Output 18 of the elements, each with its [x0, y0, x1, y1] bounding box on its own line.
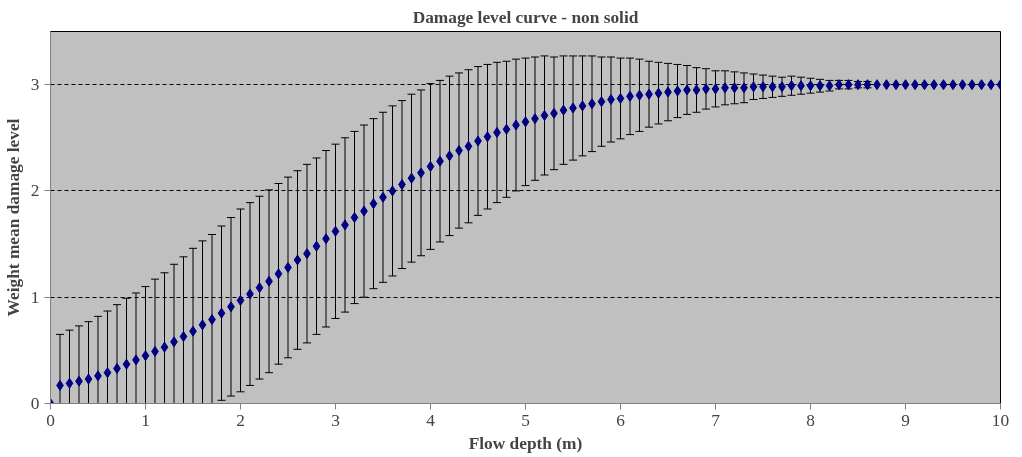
chart-title: Damage level curve - non solid [412, 7, 639, 27]
x-tick-label: 3 [331, 410, 340, 430]
x-tick-label: 2 [236, 410, 245, 430]
x-tick-label: 6 [616, 410, 626, 430]
y-tick-label: 1 [30, 287, 40, 307]
x-tick-label: 9 [901, 410, 910, 430]
y-tick-label: 3 [30, 75, 40, 95]
x-tick-label: 10 [991, 410, 1010, 430]
x-tick-label: 8 [806, 410, 815, 430]
x-tick-label: 4 [426, 410, 436, 430]
y-tick-label: 0 [30, 394, 40, 413]
x-axis-title: Flow depth (m) [468, 433, 583, 453]
x-tick-label: 5 [521, 410, 530, 430]
x-tick-label: 1 [141, 410, 150, 430]
x-tick-label: 7 [711, 410, 721, 430]
y-axis-title: Weight mean damage level [3, 118, 23, 317]
x-tick-label: 0 [46, 410, 55, 430]
y-tick-label: 2 [30, 181, 40, 201]
